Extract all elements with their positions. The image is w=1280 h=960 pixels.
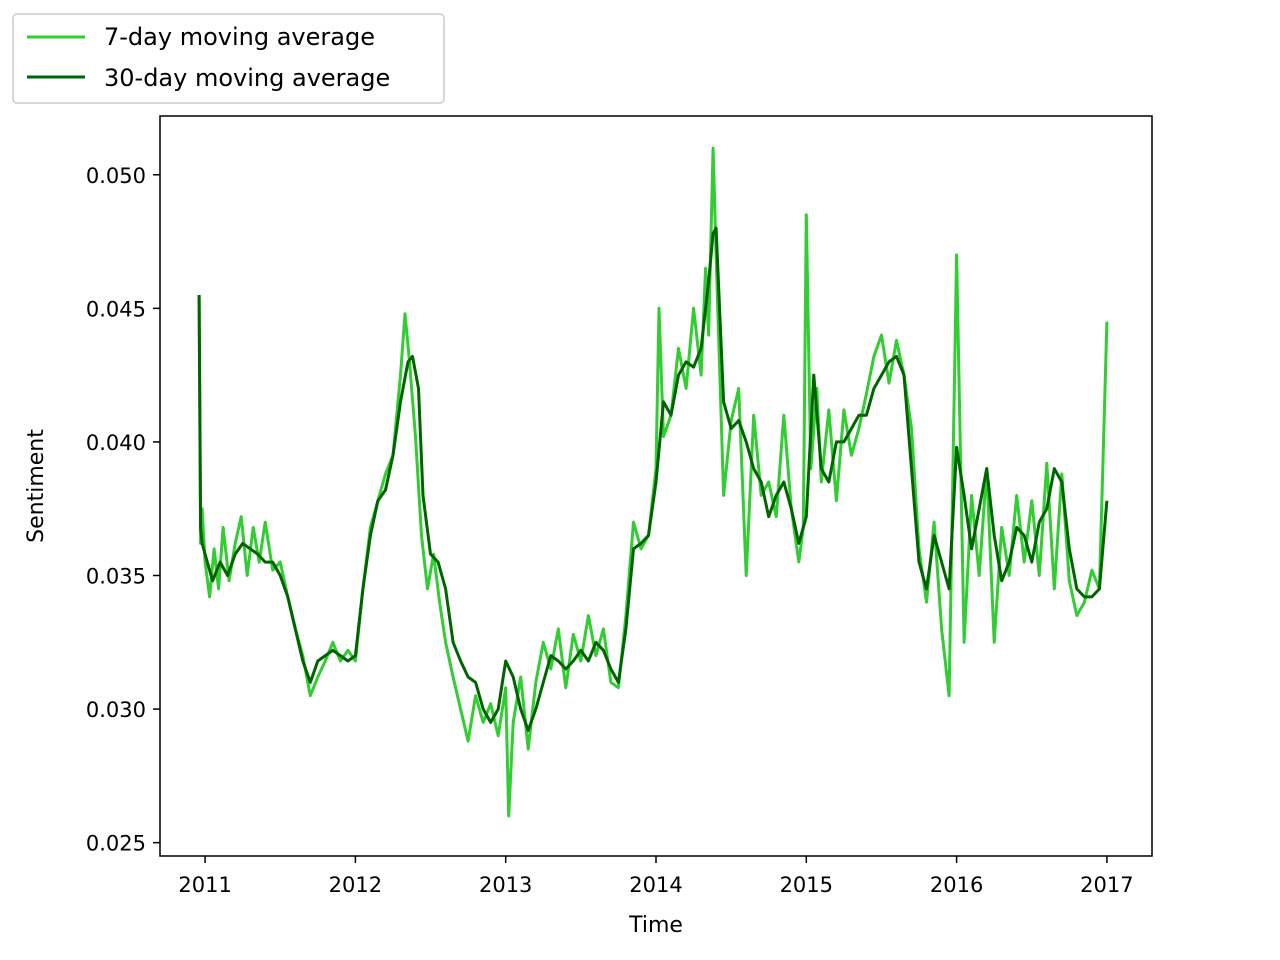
y-tick-label: 0.035: [86, 564, 146, 588]
x-tick-label: 2016: [930, 873, 983, 897]
axes-layer: 2011 2012 2013 2014 2015 2016 2017 0.025 0.030 0.…: [86, 164, 1134, 897]
y-tick-label: 0.050: [86, 164, 146, 188]
x-tick-label: 2011: [178, 873, 231, 897]
legend: 7-day moving average 30-day moving avera…: [12, 13, 445, 104]
y-tick-label: 0.040: [86, 431, 146, 455]
legend-label-7-day: 7-day moving average: [104, 23, 375, 51]
y-tick-label: 0.030: [86, 698, 146, 722]
legend-box: [12, 13, 445, 104]
y-axis-label: Sentiment: [24, 429, 49, 543]
x-tick-label: 2014: [629, 873, 682, 897]
x-tick-label: 2012: [329, 873, 382, 897]
y-tick-label: 0.025: [86, 832, 146, 856]
series-line-0: [197, 146, 1109, 818]
legend-label-30-day: 30-day moving average: [104, 64, 390, 92]
x-axis-label: Time: [628, 913, 683, 938]
plot-layer: [197, 146, 1109, 818]
series-line-1: [197, 226, 1109, 732]
x-tick-label: 2013: [479, 873, 532, 897]
x-tick-label: 2015: [780, 873, 833, 897]
x-tick-label: 2017: [1080, 873, 1133, 897]
y-tick-label: 0.045: [86, 297, 146, 321]
